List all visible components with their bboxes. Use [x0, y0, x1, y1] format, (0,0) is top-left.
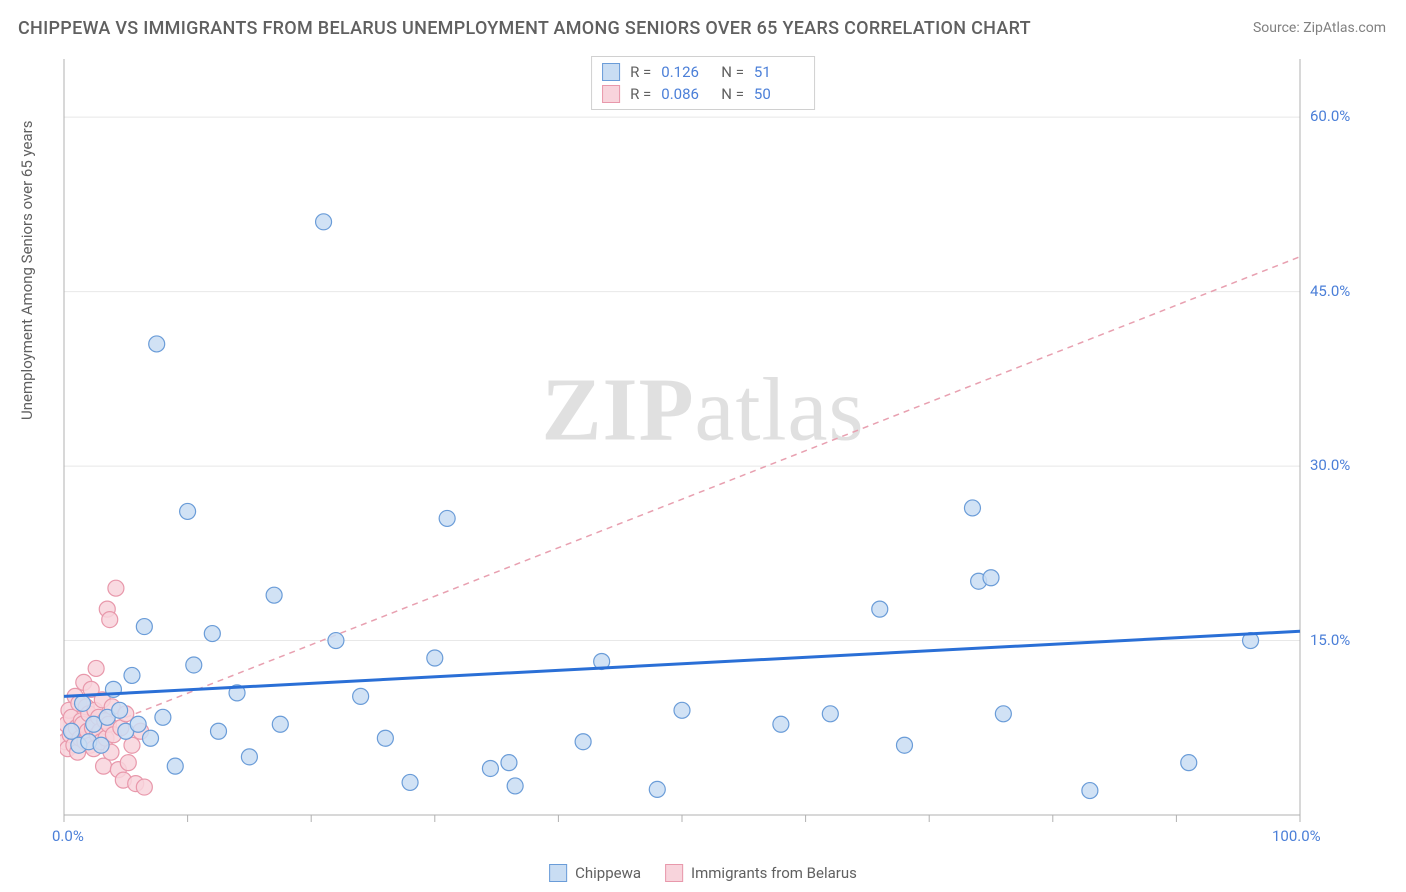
bottom-legend: Chippewa Immigrants from Belarus [549, 864, 857, 882]
legend-label-chippewa: Chippewa [575, 864, 641, 882]
x-tick-label: 100.0% [1272, 827, 1321, 845]
swatch-belarus [602, 85, 620, 103]
swatch-belarus [665, 864, 683, 882]
stats-legend-box: R = 0.126 N = 51 R = 0.086 N = 50 [591, 56, 815, 110]
r-label: R = [630, 63, 651, 81]
r-label: R = [630, 85, 651, 103]
y-tick-label: 45.0% [1310, 282, 1350, 300]
legend-item-chippewa: Chippewa [549, 864, 641, 882]
legend-item-belarus: Immigrants from Belarus [665, 864, 857, 882]
y-tick-label: 15.0% [1310, 631, 1350, 649]
y-tick-label: 60.0% [1310, 107, 1350, 125]
n-value-belarus: 50 [754, 85, 804, 103]
n-label: N = [721, 85, 744, 103]
legend-label-belarus: Immigrants from Belarus [691, 864, 857, 882]
y-axis-label: Unemployment Among Seniors over 65 years [18, 121, 36, 420]
chart-container: CHIPPEWA VS IMMIGRANTS FROM BELARUS UNEM… [0, 0, 1406, 892]
n-label: N = [721, 63, 744, 81]
scatter-plot [60, 55, 1370, 845]
swatch-chippewa [549, 864, 567, 882]
swatch-chippewa [602, 63, 620, 81]
stats-row-chippewa: R = 0.126 N = 51 [602, 61, 804, 83]
r-value-chippewa: 0.126 [661, 63, 711, 81]
n-value-chippewa: 51 [754, 63, 804, 81]
r-value-belarus: 0.086 [661, 85, 711, 103]
x-tick-label: 0.0% [52, 827, 84, 845]
chart-title: CHIPPEWA VS IMMIGRANTS FROM BELARUS UNEM… [18, 18, 1031, 39]
stats-row-belarus: R = 0.086 N = 50 [602, 83, 804, 105]
y-tick-label: 30.0% [1310, 456, 1350, 474]
source-credit: Source: ZipAtlas.com [1253, 20, 1386, 36]
